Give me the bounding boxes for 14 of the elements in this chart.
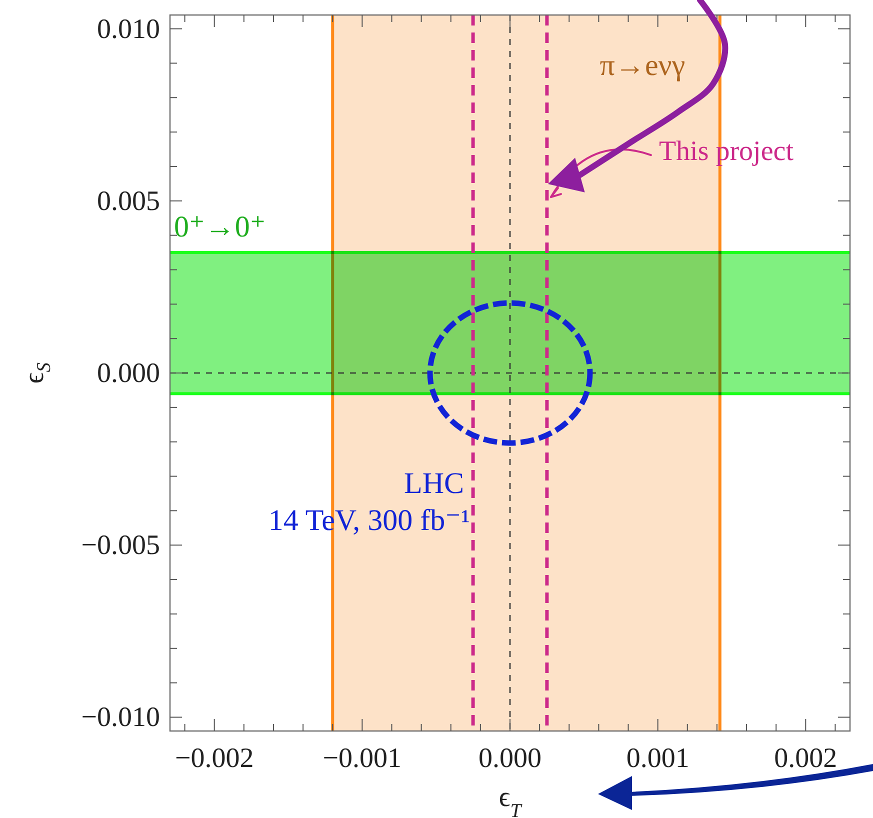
x-tick-label: 0.000 [478,743,542,774]
x-tick-label: 0.002 [774,743,838,774]
x-tick-label: −0.001 [322,743,402,774]
y-tick-label: −0.010 [81,702,160,733]
y-tick-label: 0.005 [97,185,160,216]
annotation: LHC [404,466,464,500]
y-tick-label: 0.000 [97,358,160,388]
x-tick-label: −0.002 [174,743,254,774]
y-tick-label: 0.010 [97,13,160,44]
y-tick-label: −0.005 [81,530,160,561]
band-label: π→eνγ [600,48,686,82]
x-tick-label: 0.001 [626,743,690,774]
x-axis-title: ϵ$_{T}$ [498,782,524,818]
band-label: 0⁺→0⁺ [174,210,266,244]
